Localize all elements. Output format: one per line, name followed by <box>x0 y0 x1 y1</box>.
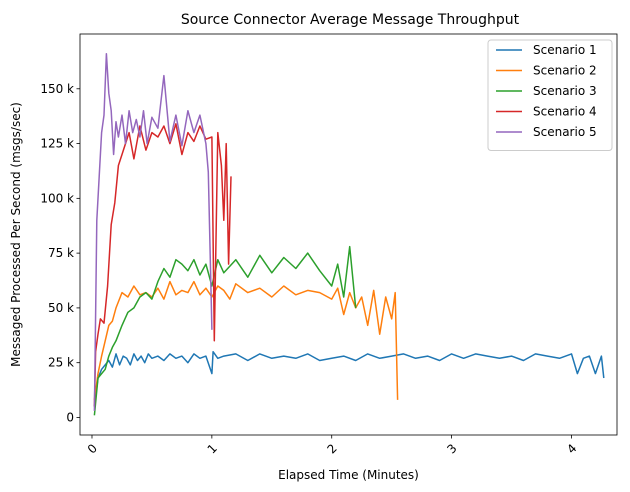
y-axis: 0 25 k 50 k 75 k 100 k 125 k 150 k <box>40 82 80 424</box>
legend-label-3: Scenario 3 <box>533 84 597 98</box>
axes-frame <box>79 33 618 436</box>
x-axis-label: Elapsed Time (Minutes) <box>278 468 419 482</box>
legend-label-2: Scenario 2 <box>533 64 597 78</box>
y-tick-label: 100 k <box>40 191 74 205</box>
y-tick-label: 125 k <box>40 137 74 151</box>
y-tick-label: 50 k <box>48 301 74 315</box>
y-tick-label: 0 <box>66 410 74 424</box>
legend-label-1: Scenario 1 <box>533 43 597 57</box>
y-axis-label: Messaged Processed Per Second (msgs/sec) <box>9 102 23 367</box>
legend-label-5: Scenario 5 <box>533 125 597 139</box>
series-line-1 <box>93 350 605 407</box>
legend-box <box>487 39 613 151</box>
y-tick-label: 75 k <box>48 246 74 260</box>
series-line-3 <box>93 245 357 416</box>
plot-area <box>93 52 605 416</box>
legend-label-4: Scenario 4 <box>533 105 597 119</box>
y-tick-label: 25 k <box>48 356 74 370</box>
y-tick-label: 150 k <box>40 82 74 96</box>
series-line-4 <box>93 123 232 407</box>
series-line-2 <box>93 280 399 401</box>
chart-title: Source Connector Average Message Through… <box>181 12 520 28</box>
series-line-5 <box>93 52 213 411</box>
legend: Scenario 1 Scenario 2 Scenario 3 Scenario 4… <box>487 39 613 151</box>
